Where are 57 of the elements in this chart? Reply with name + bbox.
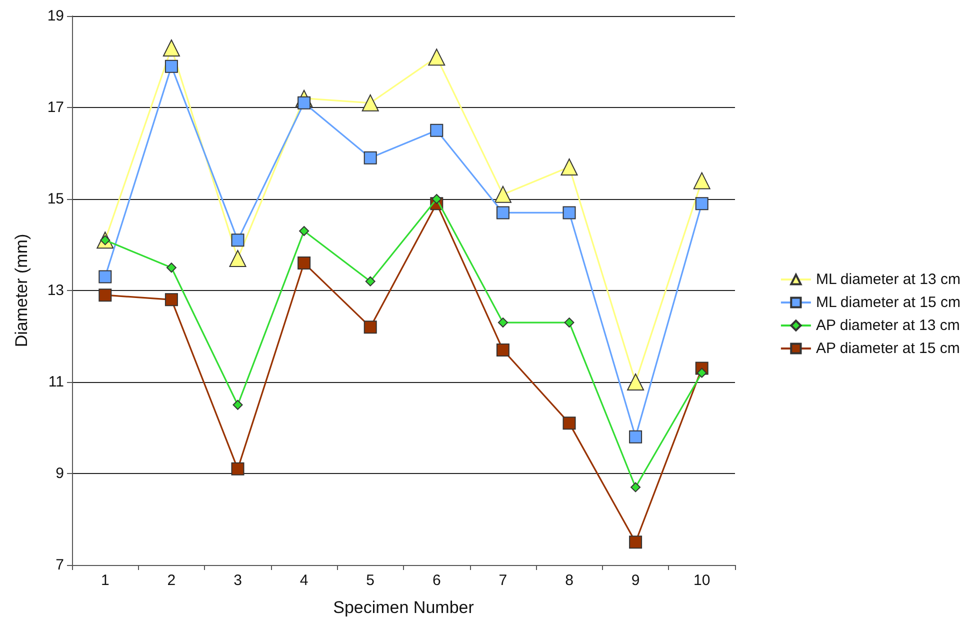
point: [299, 226, 310, 236]
y-tick-label: 9: [56, 465, 64, 482]
point: [696, 368, 707, 378]
point: [432, 194, 442, 204]
point: [428, 48, 446, 66]
point: [494, 186, 512, 203]
point: [562, 416, 576, 430]
point: [231, 234, 244, 247]
point: [629, 536, 642, 549]
point: [364, 320, 377, 334]
point: [166, 262, 176, 273]
x-tick-label: 3: [234, 572, 242, 589]
point: [229, 250, 246, 267]
point: [430, 124, 444, 137]
point: [564, 318, 574, 328]
x-axis-title: Specimen Number: [333, 598, 474, 617]
point: [164, 60, 178, 73]
point: [362, 94, 379, 112]
x-tick-label: 5: [366, 572, 375, 589]
point: [164, 293, 178, 306]
point: [695, 197, 708, 210]
x-tick-label: 2: [167, 572, 176, 589]
y-tick-label: 11: [48, 374, 64, 390]
point: [365, 276, 376, 286]
legend-label: ML diameter at 13 cm: [816, 271, 960, 288]
point: [162, 40, 180, 57]
point: [498, 318, 508, 328]
x-tick-label: 4: [300, 572, 308, 589]
point: [627, 374, 644, 390]
x-tick-label: 7: [498, 572, 508, 589]
y-tick-label: 15: [47, 190, 64, 208]
legend-label: ML diameter at 15 cm: [816, 294, 960, 311]
point: [630, 482, 641, 492]
x-tick-label: 1: [100, 572, 110, 589]
x-tick-label: 10: [694, 572, 710, 589]
point: [560, 158, 578, 176]
point: [231, 462, 244, 476]
y-tick-label: 7: [56, 556, 64, 574]
y-tick-label: 17: [47, 99, 64, 116]
y-axis-title: Diameter (mm): [12, 234, 31, 348]
point: [98, 288, 112, 302]
x-tick-label: 6: [432, 572, 441, 589]
point: [298, 256, 311, 270]
point: [629, 430, 642, 444]
x-tick-label: 9: [631, 572, 640, 589]
y-tick-label: 19: [47, 8, 64, 24]
legend-label: AP diameter at 13 cm: [816, 317, 960, 334]
point: [496, 206, 510, 220]
point: [562, 206, 576, 220]
point: [693, 172, 710, 190]
y-tick-label: 13: [47, 282, 64, 299]
legend-label: AP diameter at 15 cm: [816, 340, 960, 357]
point: [232, 400, 243, 410]
point: [364, 151, 377, 164]
point: [98, 270, 112, 284]
point: [496, 343, 510, 356]
x-tick-label: 8: [565, 572, 574, 589]
